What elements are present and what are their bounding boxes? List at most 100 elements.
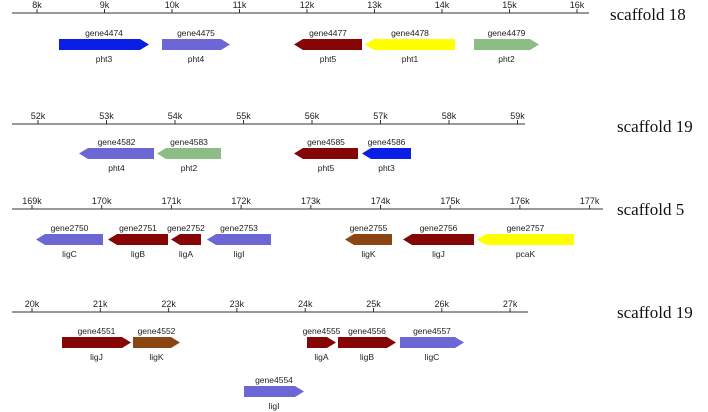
tick-label: 175k [440, 196, 460, 206]
gene-label: gene4474 [85, 28, 123, 38]
gene-label: gene4475 [177, 28, 215, 38]
gene-arrow-gene4555 [307, 337, 336, 348]
tick-label: 21k [93, 299, 108, 309]
tick-label: 53k [99, 111, 114, 121]
gene-arrow-gene4585 [294, 148, 358, 159]
gene-arrow-gene4583 [157, 148, 221, 159]
gene-arrow-gene2751 [108, 234, 168, 245]
tick-label: 27k [503, 299, 518, 309]
gene-arrow-gene2756 [403, 234, 474, 245]
gene-arrow-gene2752 [171, 234, 201, 245]
tick-label: 14k [435, 0, 450, 10]
gene-product-label: pht4 [108, 163, 125, 173]
gene-label: gene4585 [307, 137, 345, 147]
track-1: 52k 53k 54k 55k 56k 57k 58k 59k scaffold 19 gene4… [12, 111, 693, 173]
tick-label: 26k [435, 299, 450, 309]
gene-product-label: ligI [234, 249, 245, 259]
tick-label: 173k [301, 196, 321, 206]
gene-label: gene4478 [391, 28, 429, 38]
track-title: scaffold 19 [617, 117, 693, 136]
tick-label: 176k [510, 196, 530, 206]
gene-arrow-gene4552 [133, 337, 180, 348]
gene-label: gene2755 [350, 223, 388, 233]
track-title: scaffold 5 [617, 200, 684, 219]
gene-product-label: ligA [314, 352, 329, 362]
gene-product-label: ligJ [432, 249, 445, 259]
gene-product-label: ligI [269, 401, 280, 411]
tick-label: 23k [230, 299, 245, 309]
gene-label: gene4586 [368, 137, 406, 147]
tick-label: 56k [305, 111, 320, 121]
gene-product-label: ligC [62, 249, 77, 259]
gene-label: gene4551 [78, 326, 116, 336]
gene-arrow-gene4479 [474, 39, 539, 50]
gene-label: gene2757 [507, 223, 545, 233]
tick-label: 174k [371, 196, 391, 206]
gene-label: gene4557 [413, 326, 451, 336]
gene-product-label: pht5 [318, 163, 335, 173]
tick-label: 171k [162, 196, 182, 206]
gene-product-label: ligK [149, 352, 164, 362]
gene-label: gene4554 [255, 375, 293, 385]
gene-product-label: ligK [361, 249, 376, 259]
track-2: 169k 170k 171k 172k 173k 174k 175k 176k 177k scaf… [12, 196, 684, 259]
gene-product-label: pht2 [498, 54, 515, 64]
gene-arrow-gene4475 [162, 39, 230, 50]
tick-label: 20k [25, 299, 40, 309]
gene-label: gene2756 [420, 223, 458, 233]
gene-arrow-gene4477 [294, 39, 362, 50]
tick-label: 22k [161, 299, 176, 309]
gene-product-label: ligC [425, 352, 440, 362]
gene-label: gene2753 [220, 223, 258, 233]
gene-arrow-gene4474 [59, 39, 149, 50]
gene-label: gene4479 [488, 28, 526, 38]
gene-label: gene4583 [170, 137, 208, 147]
tick-label: 15k [502, 0, 517, 10]
gene-product-label: pht1 [402, 54, 419, 64]
track-title: scaffold 19 [617, 303, 693, 322]
gene-label: gene4582 [98, 137, 136, 147]
tick-label: 9k [100, 0, 110, 10]
gene-label: gene4477 [309, 28, 347, 38]
gene-product-label: pht2 [181, 163, 198, 173]
tick-label: 8k [32, 0, 42, 10]
gene-arrow-gene4478 [365, 39, 455, 50]
gene-arrow-gene4551 [62, 337, 131, 348]
tick-label: 177k [580, 196, 600, 206]
tick-label: 170k [92, 196, 112, 206]
gene-product-label: ligB [360, 352, 375, 362]
tick-label: 11k [233, 0, 247, 10]
track-title: scaffold 18 [610, 5, 686, 24]
tick-label: 25k [366, 299, 381, 309]
gene-arrow-gene4582 [79, 148, 154, 159]
gene-product-label: pht5 [320, 54, 337, 64]
tick-label: 12k [300, 0, 315, 10]
track-3: 20k 21k 22k 23k 24k 25k 26k 27k scaffold 19 gene4… [12, 299, 693, 411]
tick-label: 13k [367, 0, 382, 10]
gene-product-label: pht3 [96, 54, 113, 64]
gene-product-label: ligJ [90, 352, 103, 362]
gene-arrow-gene4556 [338, 337, 396, 348]
gene-label: gene4555 [303, 326, 341, 336]
tick-label: 54k [168, 111, 183, 121]
tick-label: 169k [22, 196, 42, 206]
gene-label: gene2750 [51, 223, 89, 233]
tick-label: 10k [165, 0, 180, 10]
tick-label: 172k [231, 196, 251, 206]
gene-label: gene2752 [167, 223, 205, 233]
gene-product-label: pht4 [188, 54, 205, 64]
tick-label: 57k [373, 111, 388, 121]
gene-arrow-gene4586 [362, 148, 411, 159]
gene-arrow-gene2753 [207, 234, 271, 245]
gene-label: gene4556 [348, 326, 386, 336]
tick-label: 24k [298, 299, 313, 309]
gene-arrow-gene4554 [244, 386, 304, 397]
gene-label: gene4552 [138, 326, 176, 336]
gene-product-label: ligA [179, 249, 194, 259]
gene-arrow-gene4557 [400, 337, 464, 348]
tick-label: 59k [510, 111, 525, 121]
gene-arrow-gene2750 [36, 234, 103, 245]
gene-arrow-gene2755 [345, 234, 392, 245]
gene-product-label: pht3 [378, 163, 395, 173]
